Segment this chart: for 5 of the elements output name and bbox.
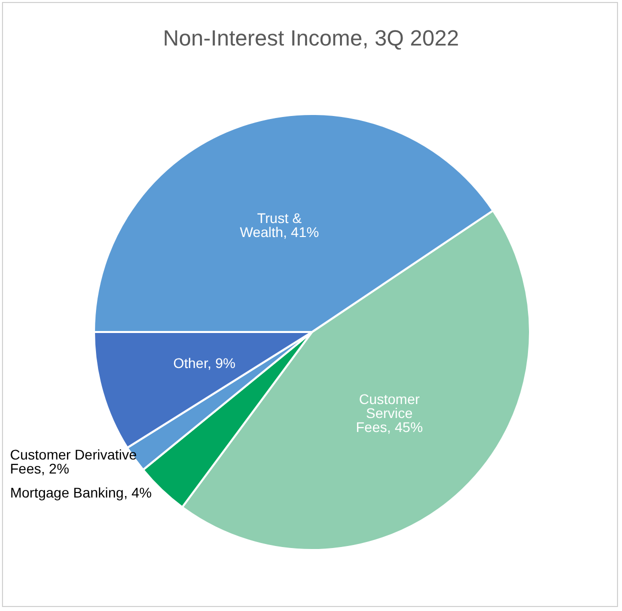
slice-label: Other, 9% xyxy=(173,354,236,371)
slice-label: Mortgage Banking, 4% xyxy=(10,484,152,501)
slice-label: Trust & Wealth, 41% xyxy=(240,210,319,240)
chart-title: Non-Interest Income, 3Q 2022 xyxy=(163,26,459,50)
slice-label: Customer Service Fees, 45% xyxy=(356,391,423,436)
